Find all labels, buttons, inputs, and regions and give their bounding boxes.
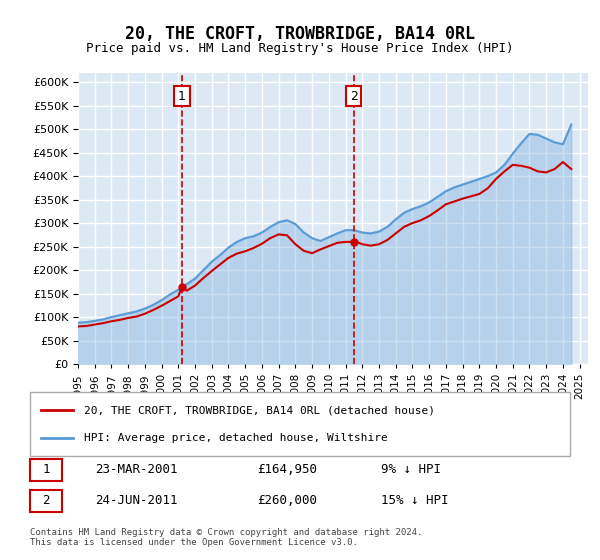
Text: 2: 2 — [350, 90, 358, 102]
FancyBboxPatch shape — [30, 392, 570, 456]
Text: 23-MAR-2001: 23-MAR-2001 — [95, 464, 178, 477]
Text: 20, THE CROFT, TROWBRIDGE, BA14 0RL: 20, THE CROFT, TROWBRIDGE, BA14 0RL — [125, 25, 475, 43]
FancyBboxPatch shape — [30, 459, 62, 481]
Text: 9% ↓ HPI: 9% ↓ HPI — [381, 464, 441, 477]
Text: Contains HM Land Registry data © Crown copyright and database right 2024.
This d: Contains HM Land Registry data © Crown c… — [30, 528, 422, 547]
Text: 1: 1 — [178, 90, 186, 102]
Text: 15% ↓ HPI: 15% ↓ HPI — [381, 494, 449, 507]
Text: 2: 2 — [43, 494, 50, 507]
Text: £260,000: £260,000 — [257, 494, 317, 507]
Text: Price paid vs. HM Land Registry's House Price Index (HPI): Price paid vs. HM Land Registry's House … — [86, 42, 514, 55]
Text: HPI: Average price, detached house, Wiltshire: HPI: Average price, detached house, Wilt… — [84, 433, 388, 444]
FancyBboxPatch shape — [30, 489, 62, 512]
Text: £164,950: £164,950 — [257, 464, 317, 477]
Text: 1: 1 — [43, 464, 50, 477]
Text: 20, THE CROFT, TROWBRIDGE, BA14 0RL (detached house): 20, THE CROFT, TROWBRIDGE, BA14 0RL (det… — [84, 405, 435, 415]
Text: 24-JUN-2011: 24-JUN-2011 — [95, 494, 178, 507]
